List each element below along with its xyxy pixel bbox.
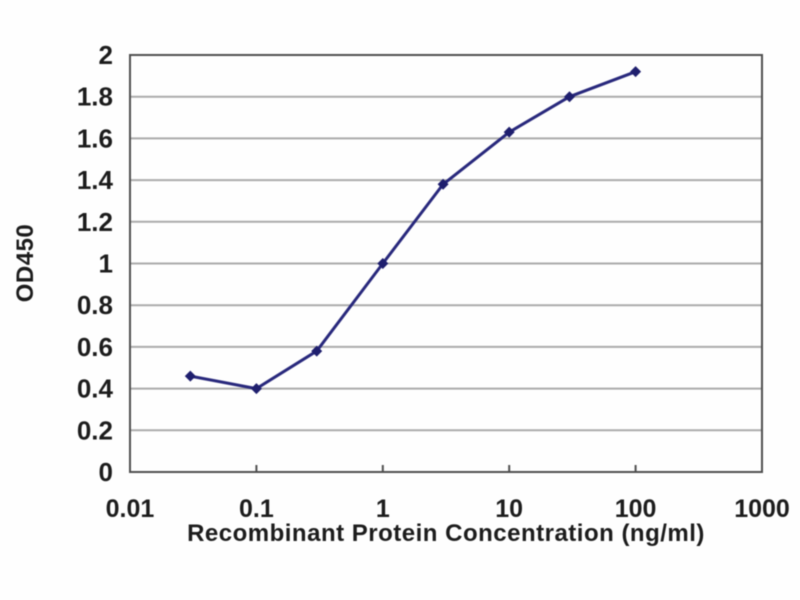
y-tick-label-1.8: 1.8 xyxy=(77,82,113,112)
data-point-0.1 xyxy=(250,383,262,395)
y-tick-label-1.6: 1.6 xyxy=(77,123,113,153)
y-tick-label-1.4: 1.4 xyxy=(77,165,114,195)
y-axis-label: OD450 xyxy=(12,224,39,303)
y-tick-label-0: 0 xyxy=(99,457,113,487)
y-tick-label-0.8: 0.8 xyxy=(77,290,113,320)
x-axis-label: Recombinant Protein Concentration (ng/ml… xyxy=(187,520,705,547)
data-point-100 xyxy=(630,66,642,78)
data-point-3 xyxy=(437,178,449,190)
y-axis-tick-labels: 0 0.2 0.4 0.6 0.8 1 1.2 1.4 1.6 1.8 2 xyxy=(77,40,114,487)
y-tick-label-0.2: 0.2 xyxy=(77,415,113,445)
y-tick-label-1: 1 xyxy=(99,249,113,279)
x-tick-label-100: 100 xyxy=(615,495,657,523)
x-tick-label-1000: 1000 xyxy=(734,495,790,523)
plot-area-border xyxy=(129,54,763,473)
x-axis-decade-ticks xyxy=(255,465,637,472)
series-line xyxy=(190,70,637,391)
x-tick-label-1: 1 xyxy=(376,495,390,523)
y-tick-label-2: 2 xyxy=(99,40,113,70)
x-tick-label-0.01: 0.01 xyxy=(106,495,155,523)
data-point-30 xyxy=(564,91,576,103)
y-tick-label-0.6: 0.6 xyxy=(77,332,113,362)
data-point-1 xyxy=(377,258,389,269)
x-axis-tick-labels: 0.01 0.1 1 10 100 1000 xyxy=(106,495,790,523)
x-tick-label-10: 10 xyxy=(495,495,523,523)
y-tick-label-0.4: 0.4 xyxy=(77,374,114,404)
data-point-0.3 xyxy=(311,345,323,357)
data-point-0.03 xyxy=(184,370,196,382)
horizontal-gridlines xyxy=(130,95,762,432)
y-tick-label-1.2: 1.2 xyxy=(77,207,113,237)
data-series-od450 xyxy=(184,66,642,395)
x-tick-label-0.1: 0.1 xyxy=(239,495,274,523)
data-point-10 xyxy=(503,126,515,138)
